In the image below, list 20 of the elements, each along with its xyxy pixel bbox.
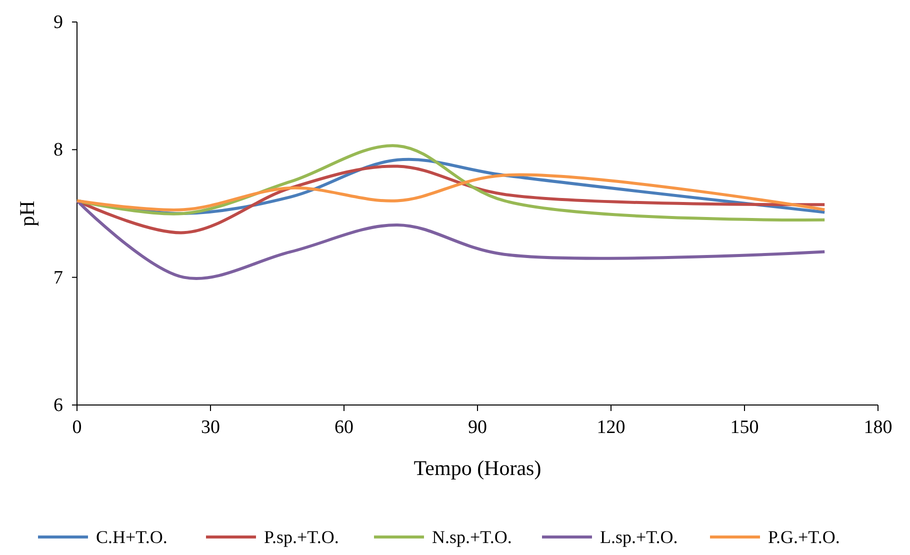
y-tick-label: 6 bbox=[54, 395, 63, 416]
legend-label: C.H+T.O. bbox=[96, 527, 168, 547]
y-axis-title: pH bbox=[15, 200, 39, 226]
y-tick-label: 8 bbox=[54, 140, 63, 161]
legend-label: P.sp.+T.O. bbox=[264, 527, 339, 547]
legend-label: L.sp.+T.O. bbox=[600, 527, 678, 547]
x-tick-label: 90 bbox=[468, 417, 487, 438]
legend-label: P.G.+T.O. bbox=[768, 527, 840, 547]
y-tick-label: 9 bbox=[54, 12, 63, 33]
x-axis-title: Tempo (Horas) bbox=[414, 456, 542, 480]
legend-label: N.sp.+T.O. bbox=[432, 527, 512, 547]
line-series bbox=[76, 173, 826, 212]
line-series bbox=[76, 199, 826, 280]
x-tick-label: 120 bbox=[596, 417, 626, 438]
x-tick-label: 150 bbox=[730, 417, 759, 438]
x-tick-label: 30 bbox=[201, 417, 220, 438]
y-tick-label: 7 bbox=[54, 267, 63, 288]
x-tick-label: 0 bbox=[72, 417, 82, 438]
x-tick-label: 60 bbox=[334, 417, 354, 438]
x-tick-label: 180 bbox=[864, 417, 892, 438]
